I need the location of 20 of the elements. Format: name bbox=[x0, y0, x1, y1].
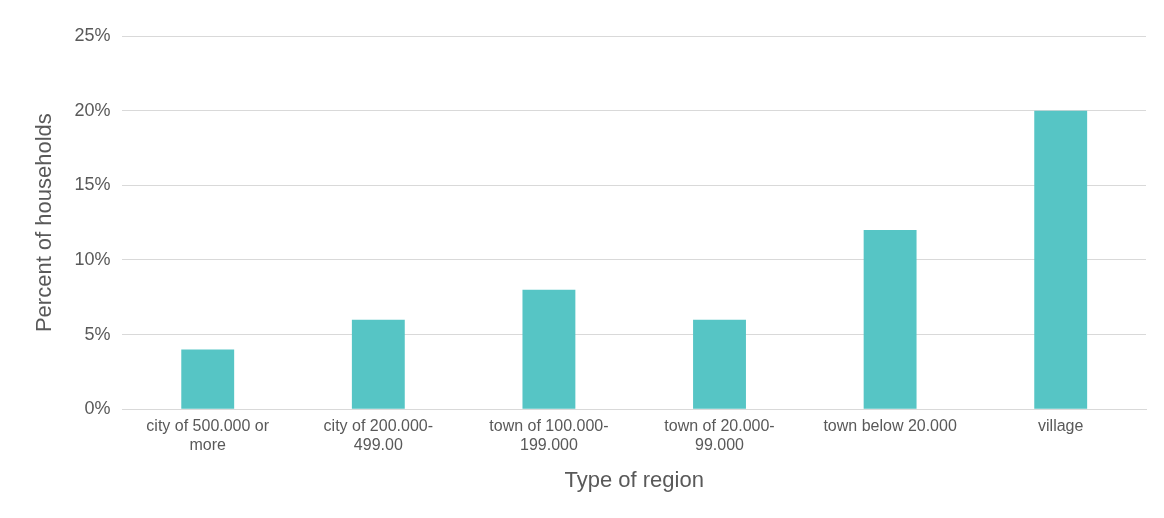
bar bbox=[693, 319, 746, 409]
y-tick-label: 20% bbox=[74, 99, 111, 120]
bar bbox=[181, 349, 235, 409]
x-tick-label: city of 500.000 or more bbox=[146, 417, 270, 454]
bar bbox=[863, 230, 917, 409]
x-tick-label: city of 200.000-499.00 bbox=[323, 417, 434, 454]
bar bbox=[351, 319, 405, 409]
x-tick-label: town below 20.000 bbox=[823, 417, 957, 435]
y-axis-title: Percent of households bbox=[31, 113, 57, 333]
x-tick-label: town of 20.000-99.000 bbox=[664, 417, 775, 454]
bar bbox=[1034, 110, 1088, 409]
y-tick-label: 10% bbox=[74, 248, 111, 269]
x-tick-label: village bbox=[1038, 417, 1084, 435]
y-tick-label: 15% bbox=[74, 174, 111, 195]
x-tick-label: town of 100.000-199.000 bbox=[489, 417, 609, 454]
y-tick-label: 25% bbox=[74, 24, 111, 45]
y-tick-label: 5% bbox=[84, 323, 111, 344]
y-tick-label: 0% bbox=[84, 398, 111, 419]
bar bbox=[522, 289, 576, 409]
x-axis-title: Type of region bbox=[564, 466, 704, 492]
